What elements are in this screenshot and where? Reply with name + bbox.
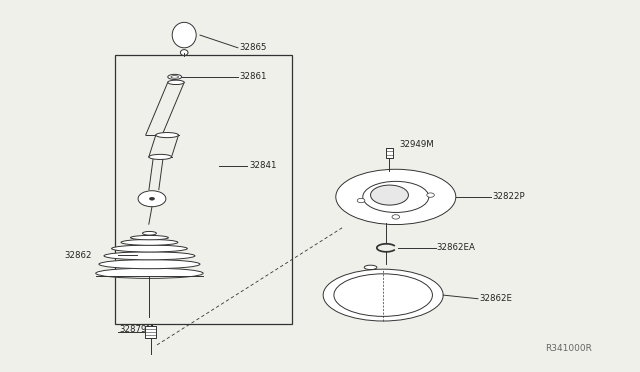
Circle shape [138,191,166,207]
Text: 32861: 32861 [240,73,268,81]
Text: 32862: 32862 [64,251,92,260]
Ellipse shape [168,74,182,80]
Ellipse shape [364,265,377,270]
Ellipse shape [96,268,203,278]
Ellipse shape [111,245,188,252]
Circle shape [392,215,399,219]
Ellipse shape [156,132,179,138]
Ellipse shape [168,80,184,84]
Ellipse shape [336,169,456,225]
Text: R341000R: R341000R [545,344,591,353]
Text: 32879M: 32879M [119,325,154,334]
Circle shape [150,197,154,200]
Circle shape [427,193,435,197]
Ellipse shape [323,269,443,321]
Bar [145,326,156,338]
Bar [386,148,393,158]
Ellipse shape [143,231,156,235]
Ellipse shape [363,182,429,212]
Ellipse shape [104,252,195,260]
Ellipse shape [172,22,196,48]
Ellipse shape [180,49,188,55]
Text: 32949M: 32949M [399,141,434,150]
Text: 32865: 32865 [240,43,268,52]
Ellipse shape [149,154,172,160]
Ellipse shape [371,185,408,205]
Text: 32822P: 32822P [492,192,525,201]
Bar [115,55,292,324]
Ellipse shape [334,274,433,316]
Text: 32862E: 32862E [480,294,513,303]
Text: 32841: 32841 [249,161,276,170]
Ellipse shape [131,235,168,240]
Ellipse shape [99,260,200,269]
Circle shape [357,198,365,203]
Text: 32862EA: 32862EA [437,243,476,252]
Ellipse shape [121,240,178,245]
Ellipse shape [171,76,179,78]
